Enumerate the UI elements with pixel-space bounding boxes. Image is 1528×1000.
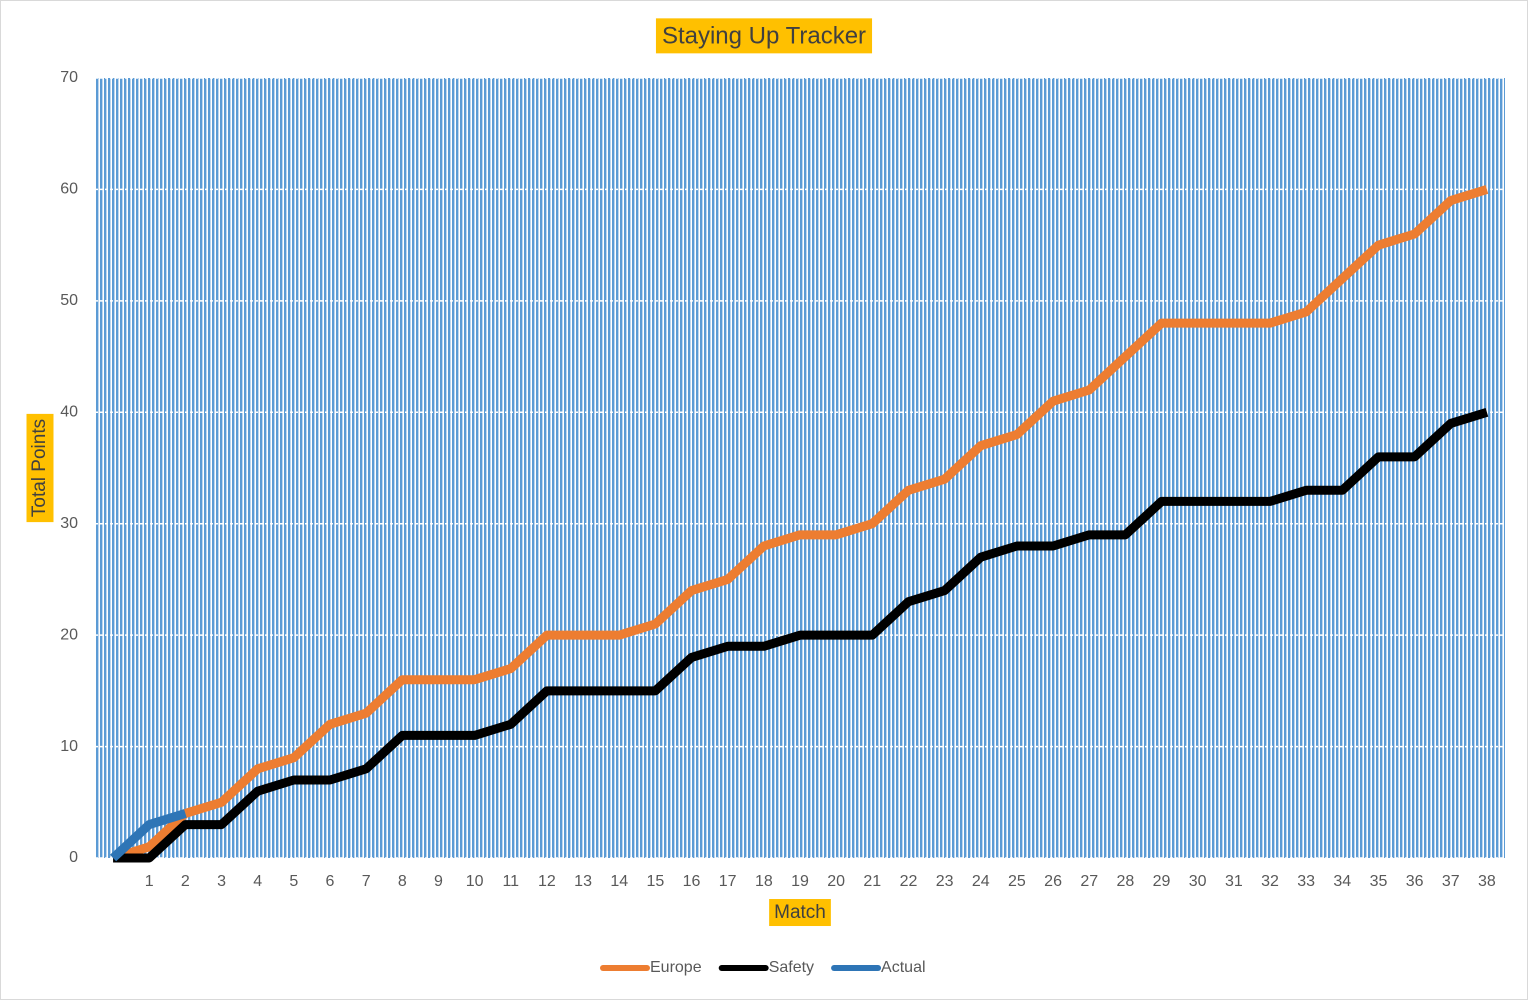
- x-tick-label: 29: [1153, 873, 1171, 890]
- x-tick-label: 25: [1008, 873, 1026, 890]
- x-tick-label: 6: [326, 873, 335, 890]
- x-tick-label: 1: [145, 873, 154, 890]
- x-tick-label: 17: [719, 873, 737, 890]
- x-tick-label: 35: [1370, 873, 1388, 890]
- x-tick-label: 12: [538, 873, 556, 890]
- x-tick-label: 36: [1406, 873, 1424, 890]
- x-tick-label: 2: [181, 873, 190, 890]
- x-tick-label: 18: [755, 873, 773, 890]
- x-tick-label: 4: [253, 873, 262, 890]
- x-tick-label: 34: [1333, 873, 1351, 890]
- legend-label: Europe: [650, 959, 702, 976]
- x-tick-label: 27: [1080, 873, 1098, 890]
- x-tick-label: 33: [1297, 873, 1315, 890]
- x-tick-label: 23: [936, 873, 954, 890]
- y-tick-label: 60: [60, 181, 78, 198]
- y-tick-label: 20: [60, 626, 78, 643]
- x-tick-label: 22: [900, 873, 918, 890]
- y-tick-label: 70: [60, 69, 78, 86]
- x-tick-label: 9: [434, 873, 443, 890]
- x-tick-label: 15: [646, 873, 664, 890]
- x-tick-label: 11: [502, 873, 519, 890]
- x-tick-label: 20: [827, 873, 845, 890]
- x-tick-label: 14: [610, 873, 628, 890]
- x-tick-label: 30: [1189, 873, 1207, 890]
- x-tick-label: 32: [1261, 873, 1279, 890]
- legend-label: Safety: [769, 959, 814, 976]
- x-tick-label: 8: [398, 873, 407, 890]
- x-tick-label: 13: [574, 873, 592, 890]
- x-tick-label: 24: [972, 873, 990, 890]
- y-label-background: [26, 413, 54, 523]
- x-axis-label: Match: [774, 902, 826, 923]
- x-tick-label: 7: [362, 873, 371, 890]
- x-tick-label: 16: [683, 873, 701, 890]
- y-tick-label: 10: [60, 738, 78, 755]
- y-tick-label: 40: [60, 404, 78, 421]
- line-series: [110, 809, 187, 862]
- chart-title: Staying Up Tracker: [662, 22, 866, 49]
- x-tick-label: 5: [289, 873, 298, 890]
- x-tick-label: 19: [791, 873, 809, 890]
- y-axis-label: Total Points: [29, 419, 50, 517]
- y-tick-label: 50: [60, 292, 78, 309]
- title-background: [655, 18, 873, 54]
- x-tick-label: 37: [1442, 873, 1460, 890]
- x-tick-label: 10: [466, 873, 484, 890]
- x-tick-label: 38: [1478, 873, 1496, 890]
- y-tick-label: 30: [60, 515, 78, 532]
- x-tick-label: 31: [1225, 873, 1243, 890]
- legend-label: Actual: [881, 959, 925, 976]
- line-series: [111, 185, 1489, 863]
- x-tick-label: 26: [1044, 873, 1062, 890]
- x-label-background: [769, 899, 831, 927]
- x-tick-label: 28: [1116, 873, 1134, 890]
- y-tick-label: 0: [69, 849, 78, 866]
- x-tick-label: 3: [217, 873, 226, 890]
- line-series: [113, 407, 1489, 863]
- x-tick-label: 21: [863, 873, 881, 890]
